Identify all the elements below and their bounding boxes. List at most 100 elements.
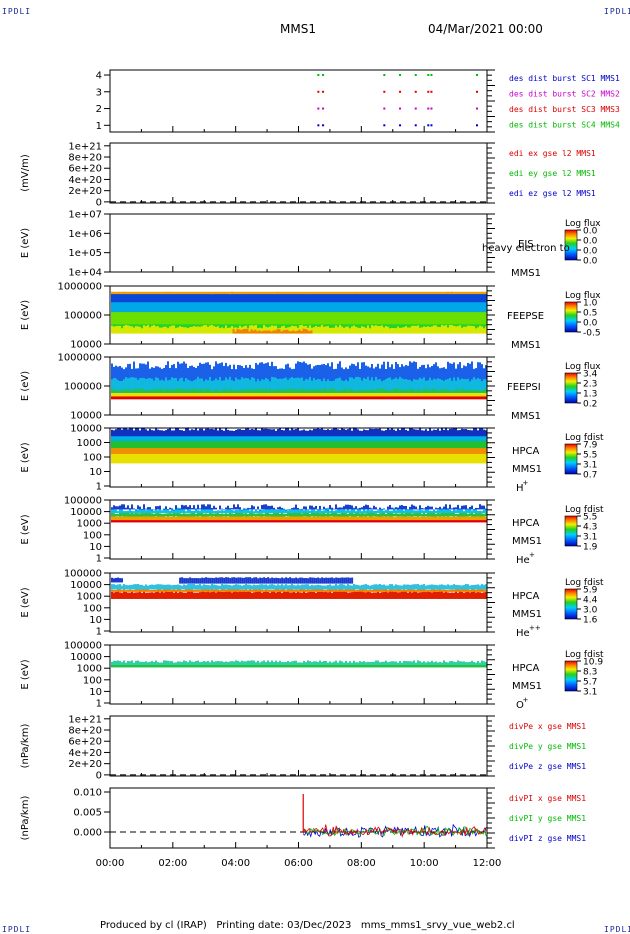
spectrogram-cell: [261, 310, 263, 325]
spectrogram-cell: [223, 444, 225, 464]
spectrogram-cell: [131, 512, 133, 517]
spectrogram-cell: [227, 520, 229, 523]
spectrogram-cell: [345, 504, 347, 510]
spectrogram-cell: [213, 292, 215, 303]
spectrogram-cell: [425, 294, 427, 313]
spectrogram-cell: [203, 293, 205, 303]
spectrogram-cell: [277, 509, 279, 513]
spectrogram-cell: [481, 444, 483, 454]
spectrogram-cell: [405, 443, 407, 454]
spectrogram-cell: [399, 307, 401, 325]
spectrogram-cell: [451, 512, 453, 517]
spectrogram-cell: [211, 392, 213, 398]
spectrogram-cell: [217, 291, 219, 295]
spectrogram-cell: [313, 291, 315, 295]
spectrogram-cell: [235, 308, 237, 325]
spectrogram-cell: [399, 327, 401, 334]
spectrogram-cell: [367, 440, 369, 449]
spectrogram-cell: [385, 430, 387, 437]
spectrogram-cell: [413, 513, 415, 517]
spectrogram-cell: [171, 444, 173, 454]
spectrogram-cell: [177, 396, 179, 400]
spectrogram-cell: [245, 292, 247, 303]
spectrogram-cell: [483, 584, 485, 590]
spectrogram-cell: [225, 509, 227, 513]
spectrogram-cell: [175, 517, 177, 521]
spectrogram-cell: [321, 510, 323, 513]
spectrogram-cell: [147, 291, 149, 295]
spectrogram-cell: [327, 520, 329, 523]
y-tick-label: 10000: [70, 424, 102, 435]
spectrogram-cell: [451, 589, 453, 592]
spectrogram-cell: [123, 444, 125, 464]
spectrogram-cell: [483, 429, 485, 437]
y-tick-label: 10: [89, 467, 102, 478]
spectrogram-cell: [419, 427, 421, 437]
spectrogram-cell: [339, 513, 341, 517]
spectrogram-cell: [191, 588, 193, 592]
spectrogram-cell: [367, 396, 369, 400]
spectrogram-cell: [369, 328, 371, 334]
spectrogram-cell: [311, 517, 313, 521]
spectrogram-cell: [391, 512, 393, 517]
y-axis-label-eis: E (eV): [20, 228, 31, 258]
spectrogram-cell: [315, 291, 317, 295]
spectrogram-cell: [469, 434, 471, 441]
spectrogram-cell: [181, 520, 183, 523]
spectrogram-cell: [429, 510, 431, 513]
spectrogram-cell: [137, 520, 139, 523]
spectrogram-cell: [395, 517, 397, 521]
spectrogram-cell: [325, 392, 327, 398]
spectrogram-cell: [467, 309, 469, 325]
spectrogram-cell: [299, 520, 301, 523]
spectrogram-cell: [261, 392, 263, 398]
spectrogram-cell: [283, 585, 285, 590]
spectrogram-cell: [321, 291, 323, 295]
spectrogram-cell: [169, 307, 171, 325]
spectrogram-cell: [283, 508, 285, 510]
spectrogram-cell: [347, 516, 349, 521]
spectrogram-cell: [234, 331, 237, 334]
spectrogram-cell: [467, 513, 469, 517]
spectrogram-cell: [129, 444, 131, 454]
spectrogram-cell: [353, 513, 355, 517]
spectrogram-cell: [121, 592, 123, 599]
y-axis-label-feepse: E (eV): [20, 300, 31, 330]
spectrogram-cell: [289, 585, 291, 590]
spectrogram-cell: [473, 433, 475, 441]
spectrogram-cell: [441, 428, 443, 437]
spectrogram-cell: [313, 507, 315, 510]
spectrogram-cell: [265, 516, 267, 521]
spectrogram-cell: [429, 392, 431, 398]
spectrogram-cell: [449, 428, 451, 437]
spectrogram-cell: [277, 428, 279, 437]
spectrogram-cell: [343, 520, 345, 523]
spectrogram-cell: [241, 577, 244, 584]
spectrogram-cell: [151, 509, 153, 511]
colorbar-tick-label: 1.3: [583, 390, 597, 400]
spectrogram-cell: [377, 444, 379, 464]
spectrogram-cell: [309, 325, 311, 334]
spectrogram-cell: [329, 392, 331, 398]
spectrogram-cell: [157, 309, 159, 325]
spectrogram-cell: [181, 291, 183, 295]
spectrogram-cell: [323, 429, 325, 437]
spectrogram-cell: [225, 444, 227, 454]
spectrogram-cell: [177, 291, 179, 295]
spectrogram-cell: [353, 591, 355, 599]
spectrogram-cell: [123, 520, 125, 523]
spectrogram-cell: [427, 433, 429, 441]
spectrogram-cell: [389, 510, 391, 513]
spectrogram-cell: [139, 513, 141, 517]
spectrogram-cell: [355, 584, 357, 590]
spectrogram-cell: [269, 520, 271, 523]
spectrogram-cell: [477, 584, 479, 590]
spectrogram-cell: [413, 510, 415, 513]
spectrogram-cell: [229, 296, 231, 313]
burst-marker: [427, 107, 430, 110]
spectrogram-cell: [367, 508, 369, 513]
spectrogram-cell: [439, 589, 441, 592]
spectrogram-cell: [237, 296, 239, 313]
spectrogram-cell: [169, 291, 171, 295]
spectrogram-cell: [407, 584, 409, 590]
